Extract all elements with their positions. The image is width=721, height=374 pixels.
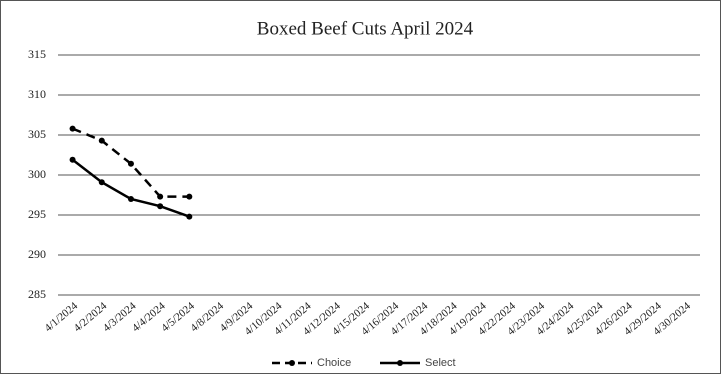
y-tick-label: 285 [28, 287, 46, 301]
point [127, 160, 134, 167]
chart-title: Boxed Beef Cuts April 2024 [257, 18, 474, 39]
y-tick-label: 290 [28, 247, 46, 261]
point [69, 156, 76, 163]
point [186, 213, 193, 220]
point [186, 193, 193, 200]
point [157, 193, 164, 200]
point [98, 137, 105, 144]
y-tick-label: 310 [28, 87, 46, 101]
point [98, 179, 105, 186]
y-tick-label: 300 [28, 167, 46, 181]
point [127, 196, 134, 202]
legend-marker [289, 360, 295, 366]
y-tick-label: 305 [28, 127, 46, 141]
legend-marker [397, 360, 403, 366]
y-tick-label: 315 [28, 47, 46, 61]
y-tick-label: 295 [28, 207, 46, 221]
legend-label: Select [425, 357, 456, 369]
point [157, 203, 164, 210]
legend-label: Choice [317, 357, 351, 369]
point [69, 125, 76, 132]
